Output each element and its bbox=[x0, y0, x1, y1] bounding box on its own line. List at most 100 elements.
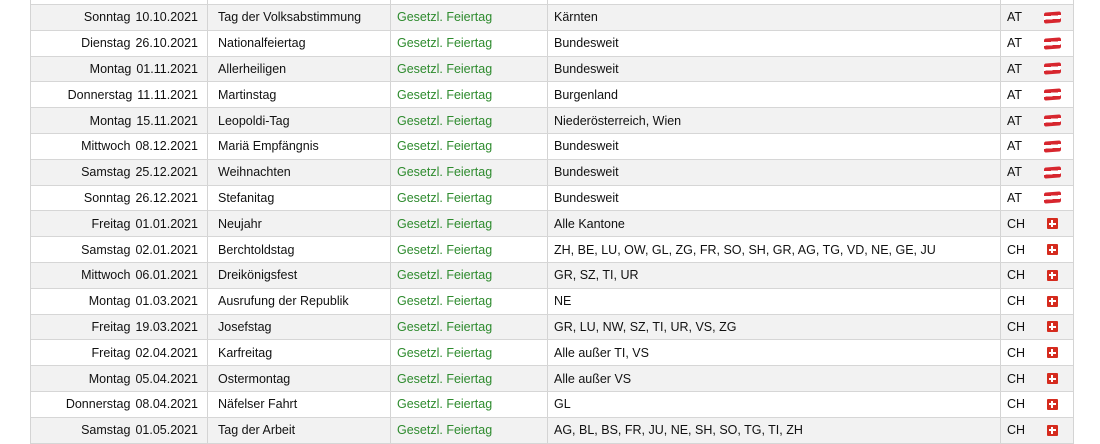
country-code: CH bbox=[1007, 397, 1026, 412]
holiday-name: Dreikönigsfest bbox=[208, 262, 391, 288]
austria-flag-icon bbox=[1043, 191, 1061, 205]
date-cell: Montag 01.03.2021 bbox=[31, 288, 208, 314]
holiday-region: Kärnten bbox=[548, 5, 1001, 30]
weekday: Montag bbox=[88, 294, 131, 309]
table-row: Donnerstag 11.11.2021 Martinstag Gesetzl. F… bbox=[31, 82, 1073, 109]
holiday-type: Gesetzl. Feiertag bbox=[391, 159, 548, 185]
switzerland-flag-icon bbox=[1046, 269, 1058, 281]
holiday-name: Tag der Volksabstimmung bbox=[208, 5, 391, 30]
holiday-region: Burgenland bbox=[548, 82, 1001, 108]
austria-flag-icon bbox=[1043, 11, 1061, 24]
weekday: Freitag bbox=[91, 319, 131, 334]
date-cell: Donnerstag 08.04.2021 bbox=[31, 391, 208, 417]
switzerland-flag-icon bbox=[1046, 424, 1058, 436]
holiday-name: Ostermontag bbox=[208, 366, 391, 391]
holiday-region: Niederösterreich, Wien bbox=[548, 108, 1001, 133]
flag-cell bbox=[1033, 31, 1071, 56]
date: 11.11.2021 bbox=[137, 87, 198, 102]
date-cell: Freitag 19.03.2021 bbox=[31, 314, 208, 340]
holiday-type: Gesetzl. Feiertag bbox=[391, 5, 548, 30]
holiday-region: GL bbox=[548, 391, 1001, 417]
holiday-type: Gesetzl. Feiertag bbox=[391, 262, 548, 288]
holiday-region: ZH, BE, LU, OW, GL, ZG, FR, SO, SH, GR, … bbox=[548, 237, 1001, 262]
austria-flag-icon bbox=[1043, 166, 1061, 179]
weekday: Samstag bbox=[81, 242, 131, 257]
holiday-type: Gesetzl. Feiertag bbox=[391, 82, 548, 108]
flag-cell bbox=[1033, 340, 1071, 365]
table-row: Freitag 01.01.2021 Neujahr Gesetzl. Feierta… bbox=[31, 211, 1073, 238]
table-row: Samstag 02.01.2021 Berchtoldstag Gesetzl. F… bbox=[31, 237, 1073, 263]
holiday-name: Weihnachten bbox=[208, 159, 391, 185]
flag-cell bbox=[1033, 211, 1071, 236]
holiday-type: Gesetzl. Feiertag bbox=[391, 56, 548, 82]
holiday-type: Gesetzl. Feiertag bbox=[391, 211, 548, 237]
country-code: AT bbox=[1007, 10, 1023, 25]
country-code: AT bbox=[1007, 139, 1023, 154]
holiday-type: Gesetzl. Feiertag bbox=[391, 417, 548, 443]
holiday-region: NE bbox=[548, 288, 1001, 314]
holiday-name: Ausrufung der Republik bbox=[208, 288, 391, 314]
weekday: Montag bbox=[89, 61, 132, 76]
holiday-name: Leopoldi-Tag bbox=[208, 108, 391, 133]
date: 01.05.2021 bbox=[135, 423, 198, 438]
holiday-type: Gesetzl. Feiertag bbox=[391, 340, 548, 366]
weekday: Samstag bbox=[81, 165, 131, 180]
date: 01.03.2021 bbox=[135, 294, 198, 309]
weekday: Montag bbox=[88, 371, 131, 386]
flag-cell bbox=[1033, 82, 1071, 107]
holiday-name: Karfreitag bbox=[208, 340, 391, 366]
date: 08.04.2021 bbox=[135, 397, 198, 412]
date-cell: Montag 15.11.2021 bbox=[31, 108, 208, 133]
flag-cell bbox=[1033, 57, 1071, 82]
switzerland-flag-icon bbox=[1046, 218, 1058, 230]
austria-flag-icon bbox=[1043, 62, 1061, 76]
date: 15.11.2021 bbox=[136, 113, 198, 128]
date: 19.03.2021 bbox=[135, 319, 198, 334]
flag-cell bbox=[1033, 160, 1071, 185]
table-row: Freitag 19.03.2021 Josefstag Gesetzl. Feier… bbox=[31, 314, 1073, 341]
date: 26.12.2021 bbox=[135, 190, 198, 205]
switzerland-flag-icon bbox=[1046, 295, 1058, 307]
holiday-name: Stefanitag bbox=[208, 185, 391, 211]
flag-cell bbox=[1033, 108, 1071, 133]
holiday-name: Martinstag bbox=[208, 82, 391, 108]
holiday-type: Gesetzl. Feiertag bbox=[391, 366, 548, 391]
switzerland-flag-icon bbox=[1046, 321, 1058, 333]
holiday-region: GR, LU, NW, SZ, TI, UR, VS, ZG bbox=[548, 314, 1001, 340]
weekday: Sonntag bbox=[83, 10, 131, 25]
country-code: AT bbox=[1007, 36, 1023, 51]
flag-cell bbox=[1033, 5, 1071, 30]
country-code: AT bbox=[1007, 165, 1023, 180]
date-cell: Mittwoch 06.01.2021 bbox=[31, 262, 208, 288]
table-row: Montag 01.03.2021 Ausrufung der Republik Ge… bbox=[31, 288, 1073, 315]
holiday-name: Josefstag bbox=[208, 314, 391, 340]
holiday-type bbox=[391, 0, 548, 4]
table-row: Montag 05.04.2021 Ostermontag Gesetzl. Feie… bbox=[31, 366, 1073, 392]
holiday-region bbox=[548, 0, 1001, 4]
country-code: CH bbox=[1007, 423, 1026, 438]
weekday: Samstag bbox=[81, 423, 131, 438]
holiday-type: Gesetzl. Feiertag bbox=[391, 30, 548, 56]
date-cell: Freitag 01.01.2021 bbox=[31, 211, 208, 237]
flag-cell bbox=[1033, 392, 1071, 417]
flag-cell bbox=[1033, 418, 1071, 443]
holiday-name: Neujahr bbox=[208, 211, 391, 237]
table-row: Sonntag 10.10.2021 Tag der Volksabstimmung… bbox=[31, 5, 1073, 31]
flag-cell bbox=[1033, 289, 1071, 314]
holiday-region: Bundesweit bbox=[548, 133, 1001, 159]
holiday-type: Gesetzl. Feiertag bbox=[391, 108, 548, 133]
holiday-table: Sonntag 10.10.2021 Tag der Volksabstimmung… bbox=[30, 0, 1074, 444]
holiday-name: Näfelser Fahrt bbox=[208, 391, 391, 417]
date-cell: Samstag 02.01.2021 bbox=[31, 237, 208, 262]
date: 02.01.2021 bbox=[135, 242, 198, 257]
austria-flag-icon bbox=[1043, 88, 1061, 101]
holiday-type: Gesetzl. Feiertag bbox=[391, 185, 548, 211]
holiday-region: AG, BL, BS, FR, JU, NE, SH, SO, TG, TI, … bbox=[548, 417, 1001, 443]
table-row: Mittwoch 08.12.2021 Mariä Empfängnis Gesetz… bbox=[31, 133, 1073, 160]
holiday-name: Nationalfeiertag bbox=[208, 30, 391, 56]
flag-cell bbox=[1033, 134, 1071, 159]
austria-flag-icon bbox=[1043, 37, 1061, 50]
country-code: CH bbox=[1007, 345, 1026, 360]
weekday: Donnerstag bbox=[65, 397, 131, 412]
holiday-region: Alle außer VS bbox=[548, 366, 1001, 391]
